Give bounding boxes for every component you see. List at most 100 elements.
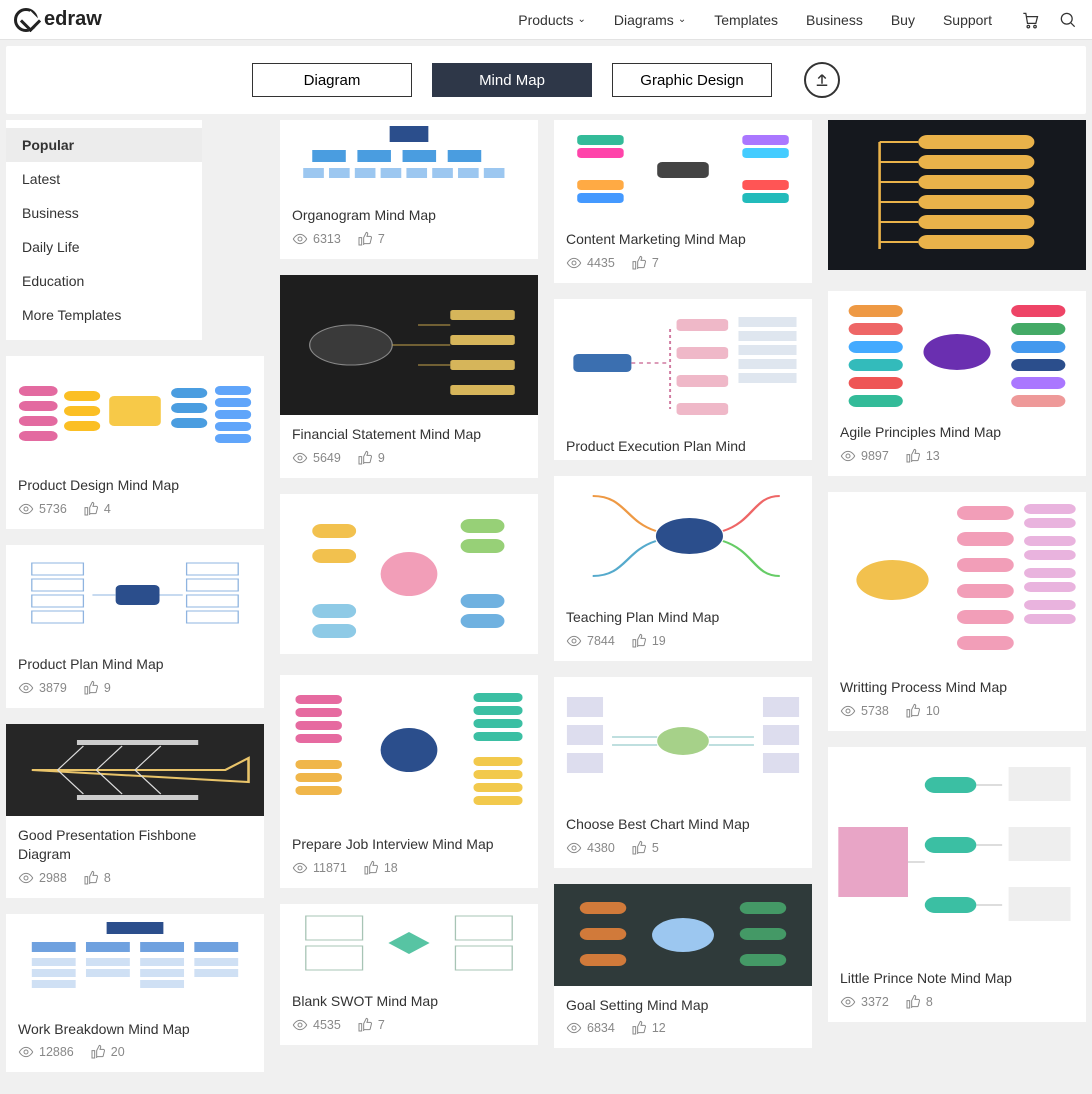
like-count: 9 [104,681,111,695]
eye-icon [566,1020,582,1036]
template-card[interactable]: Organogram Mind Map 6313 7 [280,120,538,259]
eye-icon [292,1017,308,1033]
template-card[interactable]: Writting Process Mind Map 5738 10 [828,492,1086,731]
thumbs-up-icon [357,1017,373,1033]
template-card[interactable]: Prepare Job Interview Mind Map 11871 18 [280,675,538,888]
view-count: 12886 [39,1045,74,1059]
like-count: 18 [384,861,398,875]
brand-logo[interactable]: edraw [14,8,102,32]
template-thumb [280,904,538,982]
thumbs-up-icon [357,231,373,247]
template-card[interactable]: Blank SWOT Mind Map 4535 7 [280,904,538,1045]
nav-support[interactable]: Support [943,12,992,28]
tab-mind-map[interactable]: Mind Map [432,63,592,97]
template-title: Product Plan Mind Map [6,645,264,678]
template-thumb [554,299,812,427]
view-count: 4380 [587,841,615,855]
view-count: 6313 [313,232,341,246]
template-card[interactable]: Product Execution Plan Mind [554,299,812,460]
template-card[interactable]: Goal Setting Mind Map 6834 12 [554,884,812,1049]
like-count: 7 [652,256,659,270]
view-count: 3372 [861,995,889,1009]
sidebar-item-more[interactable]: More Templates [6,298,202,332]
view-count: 2988 [39,871,67,885]
like-count: 9 [378,451,385,465]
template-card[interactable]: Teaching Plan Mind Map 7844 19 [554,476,812,661]
nav-buy[interactable]: Buy [891,12,915,28]
thumbs-up-icon [905,994,921,1010]
template-card[interactable]: Content Marketing Mind Map 4435 7 [554,120,812,283]
eye-icon [18,501,34,517]
view-count: 5736 [39,502,67,516]
template-thumb [828,291,1086,413]
eye-icon [18,870,34,886]
template-card[interactable]: Product Plan Mind Map 3879 9 [6,545,264,708]
eye-icon [292,450,308,466]
nav-products[interactable]: Products⌄ [518,12,586,28]
thumbs-up-icon [905,448,921,464]
template-thumb [828,120,1086,270]
thumbs-up-icon [357,450,373,466]
cart-icon[interactable] [1020,10,1040,30]
template-card[interactable]: Product Design Mind Map 5736 4 [6,356,264,529]
view-count: 5649 [313,451,341,465]
template-card[interactable] [828,120,1086,270]
like-count: 7 [378,232,385,246]
nav-diagrams[interactable]: Diagrams⌄ [614,12,686,28]
like-count: 10 [926,704,940,718]
sidebar-item-popular[interactable]: Popular [6,128,202,162]
template-title: Good Presentation Fishbone Diagram [6,816,264,868]
sidebar-item-latest[interactable]: Latest [6,162,202,196]
template-card[interactable]: Little Prince Note Mind Map 3372 8 [828,747,1086,1022]
sidebar-item-business[interactable]: Business [6,196,202,230]
logo-icon [14,8,38,32]
template-title: Little Prince Note Mind Map [828,959,1086,992]
template-card[interactable]: Good Presentation Fishbone Diagram 2988 … [6,724,264,898]
template-card[interactable]: Agile Principles Mind Map 9897 13 [828,291,1086,476]
tab-diagram[interactable]: Diagram [252,63,412,97]
template-card[interactable]: Choose Best Chart Mind Map 4380 5 [554,677,812,868]
sidebar-item-daily[interactable]: Daily Life [6,230,202,264]
template-title: Prepare Job Interview Mind Map [280,825,538,858]
eye-icon [566,633,582,649]
template-title: Organogram Mind Map [280,196,538,229]
view-count: 3879 [39,681,67,695]
upload-button[interactable] [804,62,840,98]
sidebar-item-education[interactable]: Education [6,264,202,298]
template-title: Work Breakdown Mind Map [6,1010,264,1043]
template-card[interactable]: Work Breakdown Mind Map 12886 20 [6,914,264,1073]
template-title: Product Execution Plan Mind [554,427,812,460]
eye-icon [18,680,34,696]
template-title: Blank SWOT Mind Map [280,982,538,1015]
category-tabs: Diagram Mind Map Graphic Design [6,46,1086,114]
eye-icon [18,1044,34,1060]
view-count: 11871 [313,861,347,875]
template-thumb [6,356,264,466]
view-count: 7844 [587,634,615,648]
thumbs-up-icon [83,501,99,517]
view-count: 4535 [313,1018,341,1032]
thumbs-up-icon [631,840,647,856]
like-count: 19 [652,634,666,648]
like-count: 8 [104,871,111,885]
search-icon[interactable] [1058,10,1078,30]
like-count: 5 [652,841,659,855]
template-card[interactable]: Financial Statement Mind Map 5649 9 [280,275,538,478]
tab-graphic-design[interactable]: Graphic Design [612,63,772,97]
template-title: Agile Principles Mind Map [828,413,1086,446]
eye-icon [840,994,856,1010]
thumbs-up-icon [90,1044,106,1060]
nav-business[interactable]: Business [806,12,863,28]
topbar: edraw Products⌄ Diagrams⌄ Templates Busi… [0,0,1092,40]
template-card[interactable] [280,494,538,654]
thumbs-up-icon [631,1020,647,1036]
nav-templates[interactable]: Templates [714,12,778,28]
template-thumb [554,476,812,598]
sidebar: Popular Latest Business Daily Life Educa… [6,120,264,340]
thumbs-up-icon [631,255,647,271]
template-thumb [280,120,538,196]
main-nav: Products⌄ Diagrams⌄ Templates Business B… [518,12,992,28]
template-title: Financial Statement Mind Map [280,415,538,448]
view-count: 5738 [861,704,889,718]
template-thumb [554,677,812,805]
